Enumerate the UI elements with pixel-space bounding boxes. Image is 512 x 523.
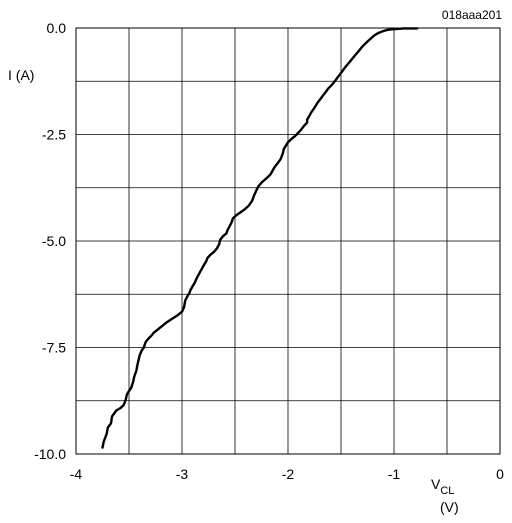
x-tick-label: -4 (70, 466, 83, 482)
x-tick-label: 0 (496, 466, 504, 482)
x-tick-label: -1 (388, 466, 401, 482)
x-axis-label-main: V (431, 476, 441, 492)
series-line (101, 27, 419, 449)
x-axis-label-sub: CL (440, 485, 454, 497)
grid (76, 28, 500, 454)
x-axis-label: VCL (431, 476, 454, 497)
figure-reference: 018aaa201 (442, 8, 502, 22)
y-tick-label: -10.0 (34, 446, 66, 462)
y-tick-label: -7.5 (42, 340, 66, 356)
y-tick-label: -2.5 (42, 127, 66, 143)
plot-frame (75, 27, 501, 455)
y-axis-label: I (A) (8, 67, 34, 83)
y-tick-labels: 0.0 -2.5 -5.0 -7.5 -10.0 (34, 20, 66, 462)
x-tick-label: -3 (176, 466, 189, 482)
x-tick-label: -2 (282, 466, 295, 482)
y-tick-label: -5.0 (42, 233, 66, 249)
x-axis-unit: (V) (440, 499, 459, 515)
x-tick-labels: -4 -3 -2 -1 0 (70, 466, 504, 482)
y-tick-label: 0.0 (47, 20, 67, 36)
